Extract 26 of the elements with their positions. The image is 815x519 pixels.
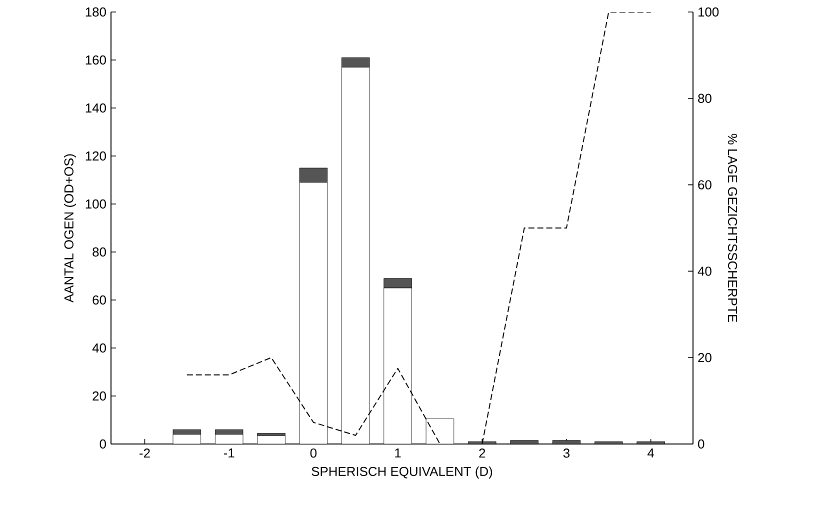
y-tick-label: 20 — [92, 391, 106, 401]
y2-axis-title: % LAGE GEZICHTSSCHERPTE — [728, 134, 738, 322]
y-tick-label: 160 — [86, 55, 106, 65]
y-tick-label: 120 — [86, 151, 106, 161]
x-tick-label: -1 — [224, 448, 234, 458]
x-tick-label: 4 — [648, 448, 654, 458]
y-tick-label: 100 — [86, 199, 106, 209]
y-tick-label: 140 — [86, 103, 106, 113]
y2-tick-label: 80 — [698, 94, 712, 103]
y2-tick-label: 60 — [698, 180, 712, 190]
x-axis-title: SPHERISCH EQUIVALENT (D) — [312, 466, 492, 479]
y2-tick-label: 0 — [698, 439, 704, 449]
x-tick-label: 1 — [395, 448, 401, 458]
x-tick-label: -2 — [140, 448, 150, 458]
y-axis-title: AANTAL OGEN (OD+OS) — [64, 154, 76, 303]
y-tick-label: 180 — [86, 7, 106, 17]
x-tick-label: 0 — [310, 448, 317, 458]
y-tick-label: 80 — [92, 247, 106, 257]
y-tick-label: 40 — [92, 343, 106, 353]
x-tick-label: 2 — [479, 448, 486, 458]
y2-tick-label: 100 — [698, 7, 719, 17]
x-tick-label: 3 — [563, 448, 570, 458]
y2-tick-label: 20 — [698, 353, 712, 362]
y-tick-label: 60 — [92, 295, 106, 305]
y-tick-label: 0 — [100, 439, 106, 449]
y2-tick-label: 40 — [698, 266, 712, 276]
